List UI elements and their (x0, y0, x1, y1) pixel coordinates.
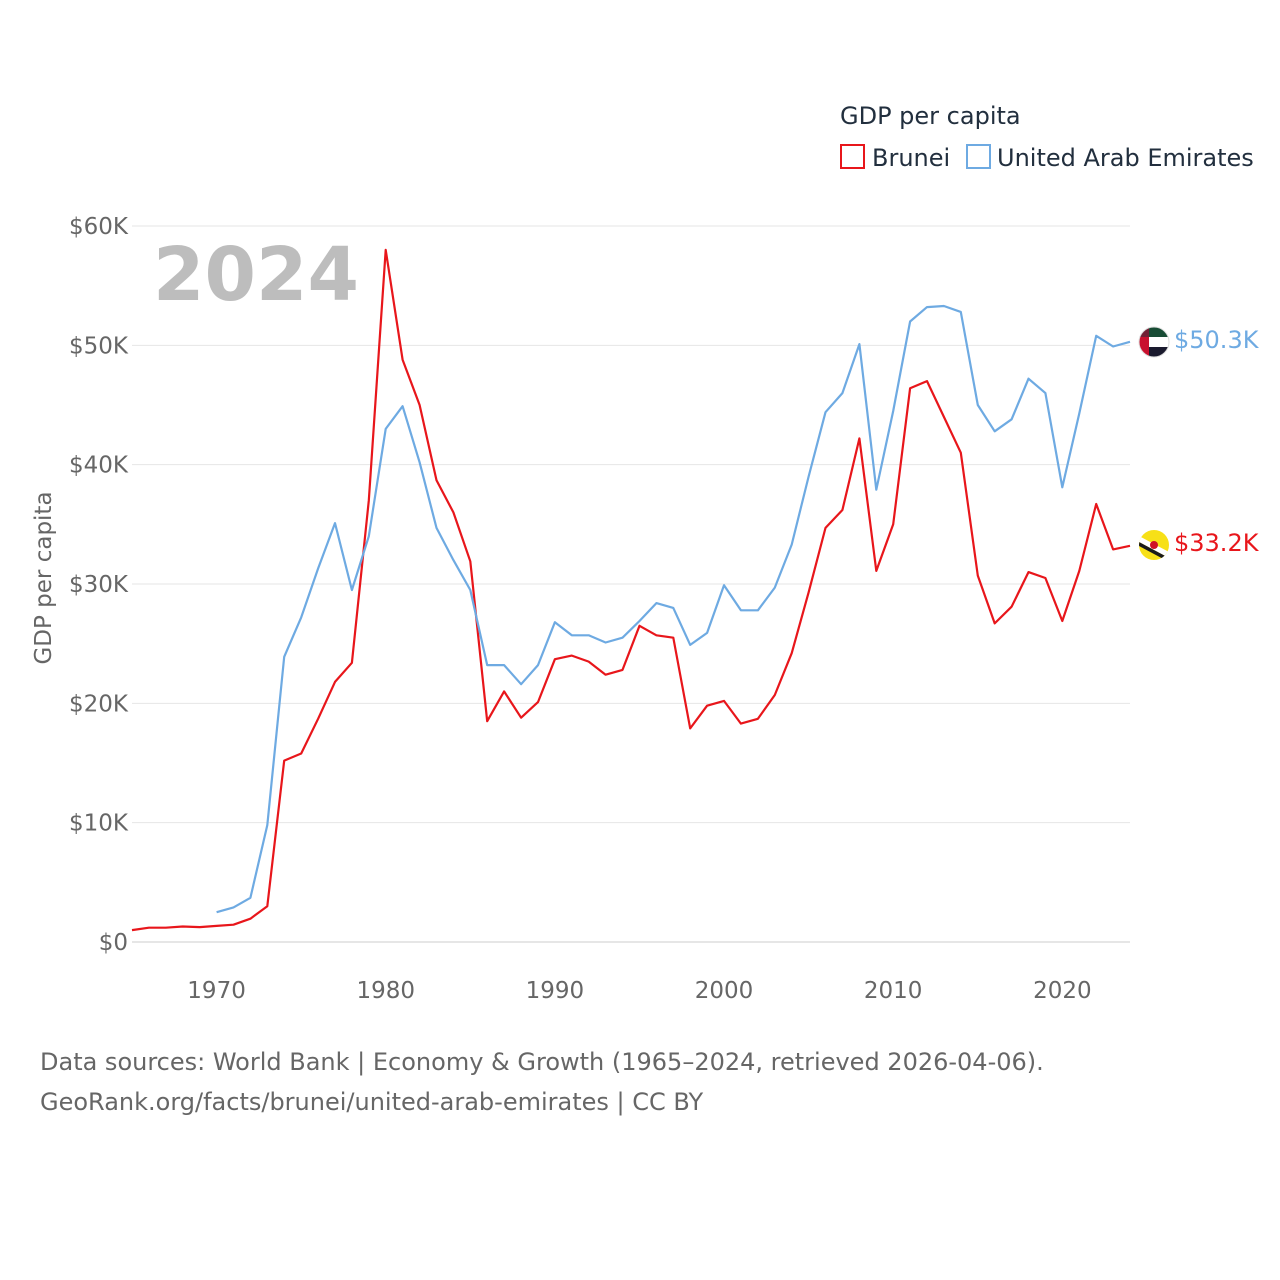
gridlines (132, 225, 1130, 943)
legend-title: GDP per capita (840, 102, 1021, 130)
x-tick-label: 2000 (695, 978, 754, 1004)
footer-line-1: Data sources: World Bank | Economy & Gro… (40, 1048, 1044, 1076)
y-tick-label: $20K (69, 691, 129, 717)
y-tick-label: $60K (69, 214, 129, 240)
series-line-brunei (131, 248, 1131, 932)
x-axis-ticks: 1970 1980 1990 2000 2010 2020 (187, 978, 1091, 1004)
legend-label-brunei: Brunei (872, 144, 950, 172)
legend-swatch-brunei (840, 144, 865, 169)
legend-item-brunei[interactable]: Brunei (840, 144, 950, 172)
legend: GDP per capita Brunei United Arab Emirat… (840, 102, 1254, 172)
footer-source: Data sources: World Bank | Economy & Gro… (40, 1042, 1044, 1122)
series-lines (131, 248, 1131, 932)
x-tick-label: 1970 (187, 978, 246, 1004)
end-value-label-uae: $50.3K (1174, 326, 1260, 354)
brunei-flag-icon (1139, 530, 1169, 560)
uae-flag-border (1138, 326, 1170, 358)
end-value-label-brunei: $33.2K (1174, 529, 1260, 557)
series-line-uae (216, 304, 1131, 914)
y-tick-label: $0 (99, 930, 128, 956)
y-tick-label: $30K (69, 572, 129, 598)
legend-label-uae: United Arab Emirates (997, 144, 1254, 172)
x-tick-label: 1990 (526, 978, 585, 1004)
x-tick-label: 2020 (1033, 978, 1092, 1004)
y-axis-label: GDP per capita (31, 491, 57, 664)
y-axis-ticks: $0 $10K $20K $30K $40K $50K $60K (69, 214, 129, 956)
uae-flag-icon (1139, 327, 1169, 357)
footer-line-2[interactable]: GeoRank.org/facts/brunei/united-arab-emi… (40, 1088, 704, 1116)
y-tick-label: $10K (69, 811, 129, 837)
y-tick-label: $50K (69, 333, 129, 359)
legend-item-uae[interactable]: United Arab Emirates (966, 144, 1254, 172)
x-tick-label: 1980 (356, 978, 415, 1004)
x-tick-label: 2010 (864, 978, 923, 1004)
legend-swatch-uae (966, 144, 991, 169)
year-label: 2024 (153, 232, 359, 318)
y-tick-label: $40K (69, 453, 129, 479)
